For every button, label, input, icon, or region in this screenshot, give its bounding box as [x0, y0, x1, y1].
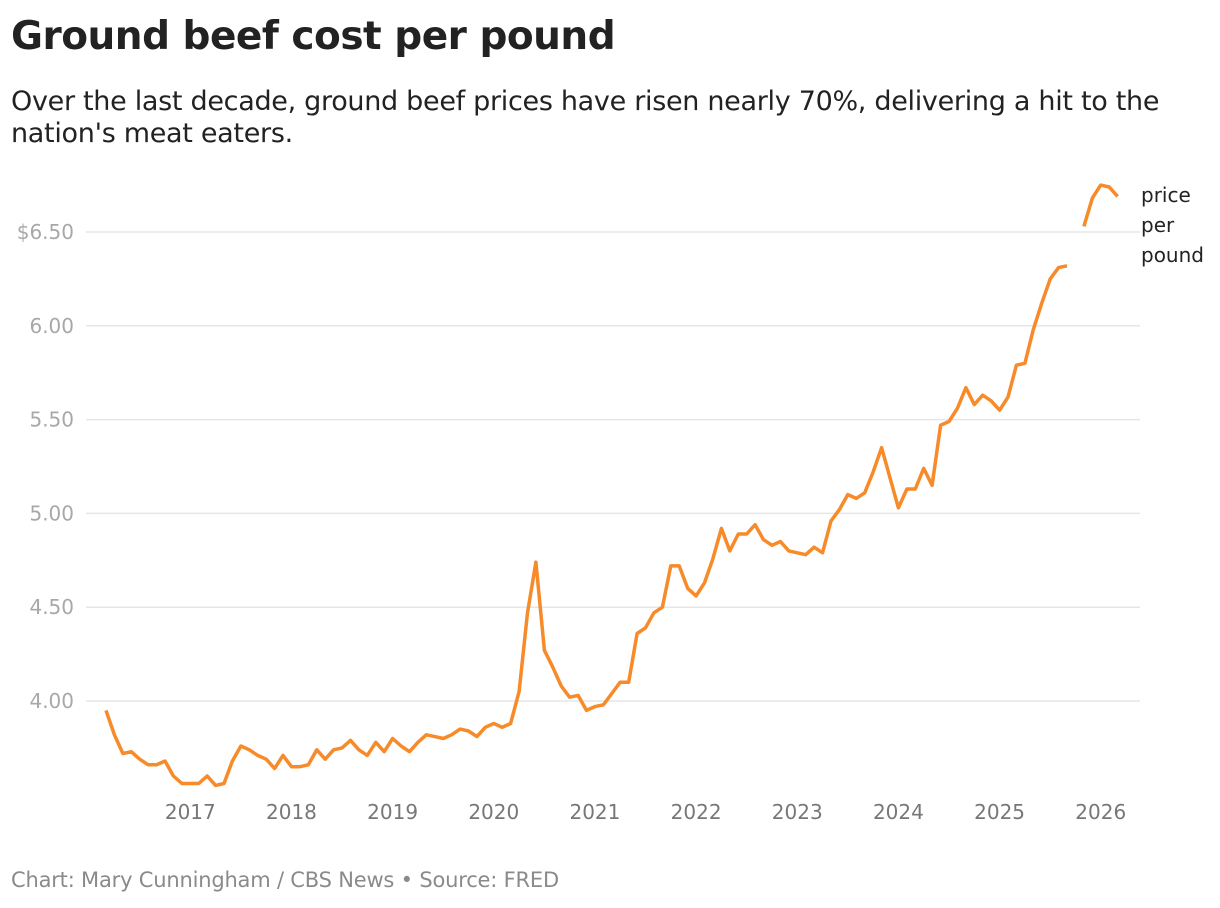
chart-subtitle: Over the last decade, ground beef prices… [11, 86, 1160, 149]
gridlines [86, 231, 1140, 702]
series-label-line: per [1141, 213, 1175, 237]
series-lines [104, 183, 1119, 788]
series-label-line: price [1141, 183, 1191, 207]
x-axis-ticks: 2017 2018 2019 2020 2021 2022 2023 2024 2025 2026 [165, 800, 1126, 824]
chart-source: Source: FRED [419, 868, 559, 892]
y-tick-label: 5.00 [29, 501, 74, 525]
x-tick-label: 2026 [1075, 800, 1126, 824]
x-tick-label: 2018 [266, 800, 317, 824]
chart-title: Ground beef cost per pound [11, 14, 616, 59]
x-tick-label: 2021 [569, 800, 620, 824]
x-tick-label: 2024 [873, 800, 924, 824]
y-tick-label: $6.50 [17, 220, 74, 244]
y-tick-label: 4.00 [29, 689, 74, 713]
x-tick-label: 2022 [671, 800, 722, 824]
series-line-segment [1082, 183, 1119, 227]
footer-separator: • [400, 868, 413, 892]
y-tick-label: 6.00 [29, 314, 74, 338]
x-tick-label: 2020 [468, 800, 519, 824]
y-axis-ticks: $6.50 6.00 5.50 5.00 4.50 4.00 [17, 220, 74, 713]
y-tick-label: 5.50 [29, 408, 74, 432]
x-tick-label: 2019 [367, 800, 418, 824]
x-tick-label: 2025 [974, 800, 1025, 824]
series-label: price per pound [1141, 183, 1204, 267]
chart-footer: Chart: Mary Cunningham / CBS News • Sour… [11, 868, 559, 892]
y-tick-label: 4.50 [29, 595, 74, 619]
x-tick-label: 2017 [165, 800, 216, 824]
series-line-segment [104, 264, 1068, 788]
series-label-line: pound [1141, 243, 1204, 267]
chart-credit: Chart: Mary Cunningham / CBS News [11, 868, 395, 892]
x-tick-label: 2023 [772, 800, 823, 824]
